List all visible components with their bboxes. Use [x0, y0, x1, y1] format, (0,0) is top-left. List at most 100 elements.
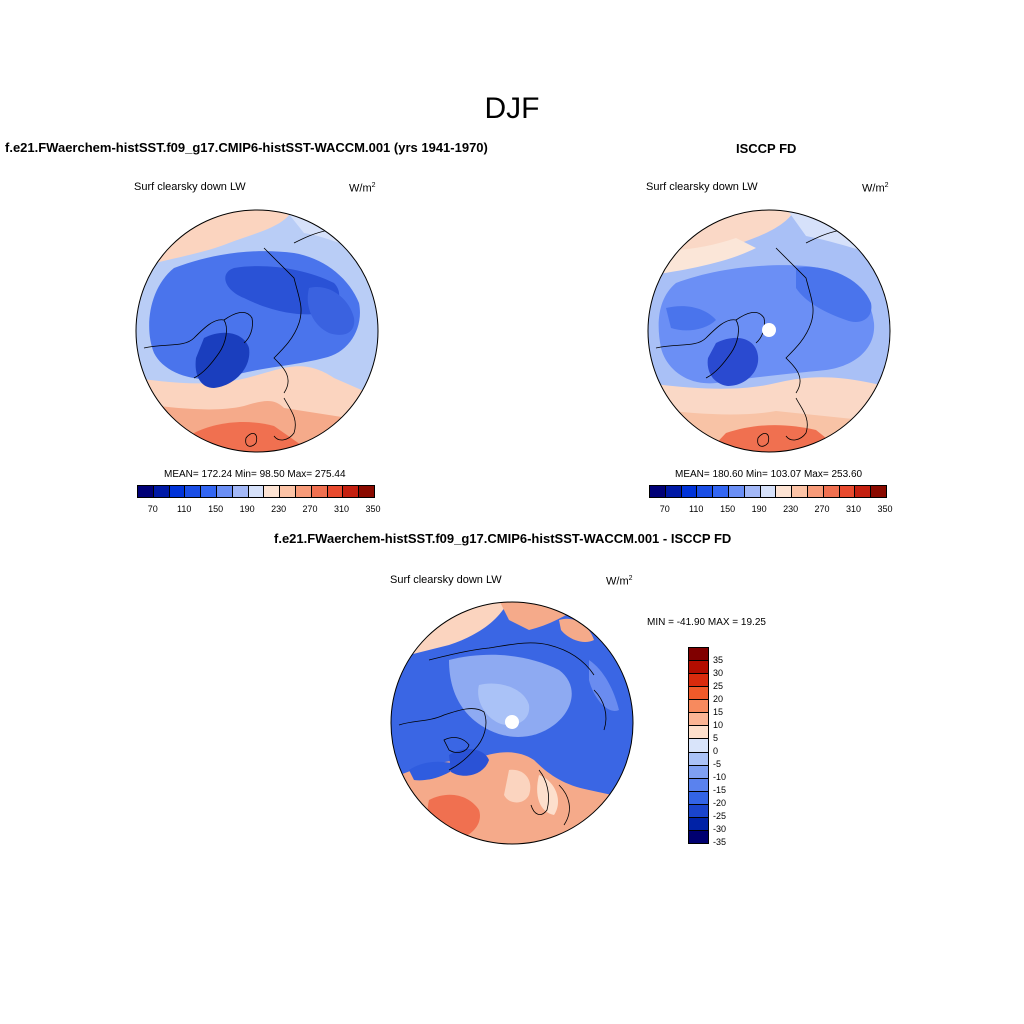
colorbar-box — [689, 752, 708, 766]
colorbar-box — [264, 486, 281, 497]
colorbar-box — [359, 486, 374, 497]
colorbar-tick-label: -25 — [713, 811, 727, 821]
colorbar-tick-label: -5 — [713, 759, 722, 769]
colorbar-box — [792, 486, 808, 497]
colorbar-box — [311, 486, 328, 497]
colorbar-tick-label: 350 — [365, 504, 381, 514]
colorbar-box — [216, 486, 233, 497]
colorbar-box — [681, 486, 698, 497]
map-stats: MEAN= 172.24 Min= 98.50 Max= 275.44 — [164, 469, 346, 480]
colorbar-box — [744, 486, 761, 497]
map-stats: MIN = -41.90 MAX = 19.25 — [647, 617, 766, 628]
colorbar-box — [689, 791, 708, 805]
colorbar-box — [689, 804, 708, 818]
colorbar-box — [169, 486, 186, 497]
panel-title: f.e21.FWaerchem-histSST.f09_g17.CMIP6-hi… — [274, 531, 732, 546]
colorbar-box — [327, 486, 344, 497]
variable-label: Surf clearsky down LW — [390, 574, 502, 586]
colorbar-1 — [137, 485, 375, 498]
colorbar-2 — [649, 485, 887, 498]
units-label: W/m2 — [862, 182, 889, 195]
colorbar-box — [232, 486, 249, 497]
colorbar-box — [823, 486, 840, 497]
colorbar-box — [807, 486, 824, 497]
panel-title: ISCCP FD — [736, 141, 797, 156]
colorbar-tick-label: 5 — [713, 733, 719, 743]
colorbar-box — [871, 486, 886, 497]
colorbar-box — [689, 830, 708, 843]
colorbar-box — [689, 700, 708, 714]
coastlines-3 — [398, 642, 607, 826]
colorbar-box — [689, 778, 708, 792]
colorbar-tick-label: 0 — [713, 746, 719, 756]
colorbar-box — [689, 817, 708, 831]
colorbar-tick-label: 70 — [659, 504, 670, 514]
colorbar-box — [776, 486, 793, 497]
colorbar-box — [697, 486, 714, 497]
colorbar-ticks-2: 70 110 150 190 230 270 310 350 — [649, 504, 893, 516]
colorbar-box — [689, 765, 708, 779]
colorbar-box — [248, 486, 265, 497]
pole-hole — [505, 715, 519, 729]
colorbar-tick-label: -10 — [713, 772, 727, 782]
polar-map-3 — [390, 601, 634, 845]
colorbar-ticks-3: 35 30 25 20 15 10 5 0 -5 -10 -15 -20 -25 -30 -35 — [713, 647, 753, 847]
polar-map-1 — [135, 209, 379, 453]
colorbar-box — [138, 486, 154, 497]
colorbar-tick-label: 20 — [713, 694, 724, 704]
pole-hole — [762, 323, 776, 337]
colorbar-tick-label: -30 — [713, 824, 727, 834]
colorbar-tick-label: 230 — [271, 504, 287, 514]
colorbar-tick-label: -35 — [713, 837, 727, 847]
colorbar-box — [153, 486, 170, 497]
colorbar-box — [201, 486, 217, 497]
colorbar-tick-label: 110 — [689, 504, 704, 514]
panel-title: f.e21.FWaerchem-histSST.f09_g17.CMIP6-hi… — [5, 140, 488, 155]
colorbar-tick-label: 270 — [302, 504, 318, 514]
variable-label: Surf clearsky down LW — [646, 181, 758, 193]
colorbar-tick-label: 310 — [334, 504, 350, 514]
units-label: W/m2 — [349, 182, 376, 195]
colorbar-tick-label: 270 — [814, 504, 830, 514]
colorbar-tick-label: 70 — [147, 504, 158, 514]
figure-title: DJF — [484, 92, 540, 125]
colorbar-tick-label: 150 — [208, 504, 224, 514]
colorbar-box — [689, 739, 708, 753]
colorbar-box — [689, 713, 708, 727]
colorbar-tick-label: 10 — [713, 720, 724, 730]
colorbar-tick-label: 25 — [713, 681, 724, 691]
colorbar-box — [689, 661, 708, 675]
colorbar-tick-label: 350 — [877, 504, 893, 514]
colorbar-box — [689, 674, 708, 688]
colorbar-box — [295, 486, 312, 497]
variable-label: Surf clearsky down LW — [134, 181, 246, 193]
units-label: W/m2 — [606, 575, 633, 588]
map-field-1 — [136, 210, 378, 452]
colorbar-box — [839, 486, 856, 497]
map-stats: MEAN= 180.60 Min= 103.07 Max= 253.60 — [675, 469, 863, 480]
colorbar-tick-label: 110 — [177, 504, 192, 514]
colorbar-tick-label: 150 — [720, 504, 736, 514]
colorbar-tick-label: 35 — [713, 655, 724, 665]
colorbar-tick-label: 15 — [713, 707, 724, 717]
colorbar-3 — [688, 647, 709, 844]
colorbar-box — [665, 486, 682, 497]
colorbar-box — [855, 486, 872, 497]
colorbar-tick-label: -15 — [713, 785, 727, 795]
colorbar-tick-label: 230 — [783, 504, 799, 514]
colorbar-box — [343, 486, 360, 497]
colorbar-tick-label: 190 — [239, 504, 255, 514]
colorbar-box — [689, 687, 708, 701]
colorbar-box — [650, 486, 666, 497]
polar-map-2 — [647, 209, 891, 453]
coastlines-1 — [143, 229, 330, 447]
colorbar-box — [185, 486, 202, 497]
colorbar-tick-label: 190 — [751, 504, 767, 514]
colorbar-ticks-1: 70 110 150 190 230 270 310 350 — [137, 504, 381, 516]
colorbar-box — [713, 486, 729, 497]
coastlines-2 — [655, 229, 842, 447]
colorbar-box — [760, 486, 777, 497]
colorbar-box — [728, 486, 745, 497]
colorbar-box — [689, 648, 708, 662]
colorbar-box — [280, 486, 296, 497]
